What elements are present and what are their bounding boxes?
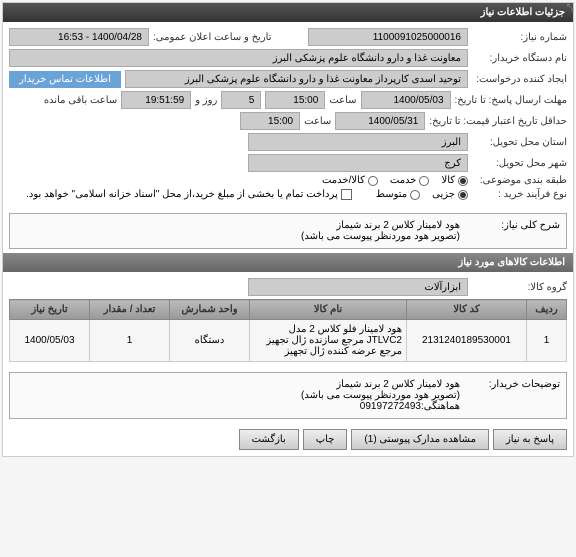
need-no-value: 1100091025000016 (308, 28, 468, 46)
radio-both-label: کالا/خدمت (322, 175, 365, 186)
col-unit: واحد شمارش (170, 300, 250, 320)
goods-table: ردیف کد کالا نام کالا واحد شمارش تعداد /… (9, 299, 567, 362)
pay-checkbox[interactable]: پرداخت تمام یا بخشی از مبلغ خرید،از محل … (26, 189, 352, 200)
radio-goods[interactable]: کالا (441, 175, 468, 186)
resize-icon[interactable]: ⤡ (567, 2, 574, 13)
remaining-time: 19:51:59 (121, 91, 191, 109)
group-value: ابزارآلات (248, 278, 468, 296)
cell-row: 1 (527, 320, 567, 362)
province-value: البرز (248, 133, 468, 151)
radio-both[interactable]: کالا/خدمت (322, 175, 378, 186)
goods-header: اطلاعات کالاهای مورد نیاز (3, 253, 573, 272)
cell-unit: دستگاه (170, 320, 250, 362)
col-name: نام کالا (250, 300, 407, 320)
days-count: 5 (221, 91, 261, 109)
cell-name: هود لامینار فلو کلاس 2 مدل JTLVC2 مرجع س… (250, 320, 407, 362)
attachments-button[interactable]: مشاهده مدارک پیوستی (1) (351, 429, 489, 450)
panel-title: جزئیات اطلاعات نیاز (3, 3, 573, 22)
radio-medium-label: متوسط (376, 189, 407, 200)
creator-value: توحید اسدی کارپرداز معاونت غذا و دارو دا… (125, 70, 468, 88)
radio-partial[interactable]: جزیی (432, 189, 468, 200)
category-label: طبقه بندی موضوعی: (472, 175, 567, 186)
radio-partial-label: جزیی (432, 189, 455, 200)
summary-text: هود لامینار کلاس 2 برند شیماز (تصویر هود… (301, 220, 460, 242)
validity-date: 1400/05/31 (335, 112, 425, 130)
days-text: روز و (195, 95, 217, 106)
buyer-label: نام دستگاه خریدار: (472, 53, 567, 64)
buyer-notes-label: توضیحات خریدار: (460, 379, 560, 412)
validity-time: 15:00 (240, 112, 300, 130)
pay-note: پرداخت تمام یا بخشی از مبلغ خرید،از محل … (26, 189, 338, 200)
need-no-label: شماره نیاز: (472, 32, 567, 43)
radio-service[interactable]: خدمت (390, 175, 430, 186)
radio-goods-label: کالا (441, 175, 455, 186)
summary-label: شرح کلی نیاز: (460, 220, 560, 242)
radio-medium[interactable]: متوسط (376, 189, 420, 200)
deadline-date: 1400/05/03 (361, 91, 451, 109)
deadline-label: مهلت ارسال پاسخ: تا تاریخ: (455, 95, 567, 106)
announce-value: 1400/04/28 - 16:53 (9, 28, 149, 46)
col-row: ردیف (527, 300, 567, 320)
group-label: گروه کالا: (472, 282, 567, 293)
col-code: کد کالا (407, 300, 527, 320)
time-label-1: ساعت (329, 95, 356, 106)
validity-label: حداقل تاریخ اعتبار قیمت: تا تاریخ: (429, 116, 567, 127)
col-date: تاریخ نیاز (10, 300, 90, 320)
remaining-text: ساعت باقی مانده (44, 95, 117, 106)
city-label: شهر محل تحویل: (472, 158, 567, 169)
buyer-value: معاونت غذا و دارو دانشگاه علوم پزشکی الب… (9, 49, 468, 67)
print-button[interactable]: چاپ (303, 429, 348, 450)
province-label: استان محل تحویل: (472, 137, 567, 148)
buyer-notes-text: هود لامینار کلاس 2 برند شیماز (تصویر هود… (301, 379, 460, 412)
table-row[interactable]: 1 2131240189530001 هود لامینار فلو کلاس … (10, 320, 567, 362)
contact-button[interactable]: اطلاعات تماس خریدار (9, 71, 121, 88)
col-qty: تعداد / مقدار (90, 300, 170, 320)
creator-label: ایجاد کننده درخواست: (472, 74, 567, 85)
time-label-2: ساعت (304, 116, 331, 127)
summary-box: ⤡ شرح کلی نیاز: هود لامینار کلاس 2 برند … (9, 213, 567, 249)
cell-date: 1400/05/03 (10, 320, 90, 362)
announce-label: تاریخ و ساعت اعلان عمومی: (153, 32, 272, 43)
radio-service-label: خدمت (390, 175, 417, 186)
reply-button[interactable]: پاسخ به نیاز (493, 429, 567, 450)
buyer-notes-box: توضیحات خریدار: هود لامینار کلاس 2 برند … (9, 372, 567, 419)
cell-code: 2131240189530001 (407, 320, 527, 362)
cell-qty: 1 (90, 320, 170, 362)
city-value: کرج (248, 154, 468, 172)
process-label: نوع فرآیند خرید : (472, 189, 567, 200)
deadline-time: 15:00 (265, 91, 325, 109)
back-button[interactable]: بازگشت (239, 429, 299, 450)
